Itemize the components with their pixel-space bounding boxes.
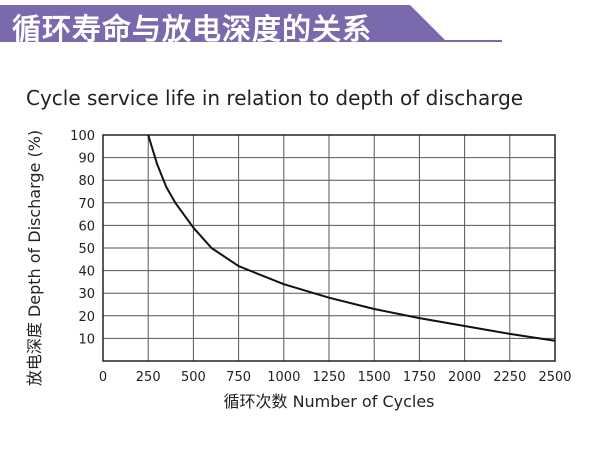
x-tick-label: 1750: [403, 370, 436, 385]
x-tick-label: 250: [136, 370, 161, 385]
x-tick-label: 1500: [358, 370, 391, 385]
x-tick-label: 2000: [448, 370, 481, 385]
y-tick-label: 80: [78, 174, 95, 189]
y-tick-label: 100: [70, 129, 95, 144]
banner-background: [0, 5, 447, 42]
y-tick-label: 50: [78, 242, 95, 257]
y-tick-label: 60: [78, 219, 95, 234]
data-line: [147, 134, 556, 342]
y-tick-label: 40: [78, 265, 95, 280]
banner-underline: [440, 40, 502, 42]
y-tick-label: 70: [78, 197, 95, 212]
plot-frame: [102, 134, 556, 362]
y-tick-label: 30: [78, 287, 95, 302]
x-tick-label: 750: [226, 370, 251, 385]
x-tick-label: 1000: [267, 370, 300, 385]
y-axis-label: 放电深度 Depth of Discharge (%): [25, 130, 44, 386]
chart-title: Cycle service life in relation to depth …: [26, 86, 524, 110]
x-axis-label: 循环次数 Number of Cycles: [223, 392, 434, 411]
y-tick-label: 10: [78, 332, 95, 347]
x-tick-label: 500: [181, 370, 206, 385]
banner-title: 循环寿命与放电深度的关系: [12, 12, 373, 46]
x-tick-label: 0: [99, 370, 107, 385]
x-tick-label: 2500: [538, 370, 571, 385]
title-banner: [0, 5, 502, 42]
y-tick-label: 90: [78, 152, 95, 167]
y-tick-label: 20: [78, 310, 95, 325]
x-tick-label: 1250: [312, 370, 345, 385]
x-tick-label: 2250: [493, 370, 526, 385]
